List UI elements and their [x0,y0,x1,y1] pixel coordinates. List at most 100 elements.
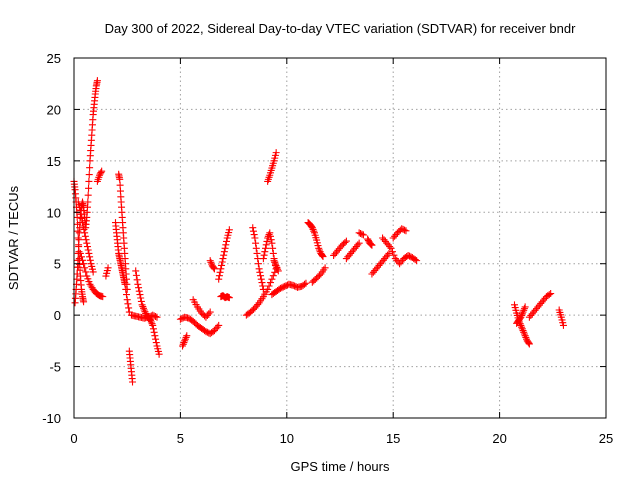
data-point [272,149,280,157]
grid-lines [74,58,606,418]
data-point-dense [367,240,375,248]
data-point [206,257,214,265]
data-point-dense [341,238,349,246]
data-point [257,275,265,283]
plot-frame [73,57,607,419]
data-point [129,378,137,386]
data-point-dense [124,300,132,308]
data-point [183,332,191,340]
data-point-dense [258,279,266,287]
data-point-dense [79,256,87,264]
data-point-dense [86,253,94,261]
data-point-dense [140,304,148,312]
data-point-dense [77,210,85,218]
x-tick-label: 0 [70,431,77,446]
data-point [151,332,159,340]
data-point [85,249,93,257]
data-point [83,239,91,247]
data-point [140,306,148,314]
y-tick-label: 15 [47,154,61,169]
data-point-dense [213,323,221,331]
data-point-dense [520,328,528,336]
data-point-dense [252,239,260,247]
data-point-dense [318,251,326,259]
data-point [521,303,529,311]
data-point-dense [386,243,394,251]
data-point-dense [181,335,189,343]
data-point-dense [218,258,226,266]
data-point-dense [84,191,92,199]
data-point [321,264,329,272]
data-point-dense [518,310,526,318]
data-point [272,262,280,270]
data-point-dense [86,256,94,264]
data-point-dense [520,305,528,313]
data-point-dense [82,268,90,276]
data-point-dense [259,282,267,290]
data-point-dense [82,236,90,244]
data-point-dense [132,271,140,279]
data-point-dense [266,232,274,240]
data-point [262,244,270,252]
data-point-dense [261,248,269,256]
data-point [308,224,316,232]
data-point-dense [83,243,91,251]
data-point [134,280,142,288]
data-point-dense [152,335,160,343]
data-point-dense [388,248,396,256]
data-point-dense [148,320,156,328]
data-point-dense [301,280,309,288]
data-point-dense [265,231,273,239]
data-point-dense [147,318,155,326]
data-point-dense [125,304,133,312]
data-point [268,275,276,283]
x-axis-label: GPS time / hours [291,459,390,474]
data-point-dense [74,263,82,271]
y-tick-label: 0 [54,308,61,323]
data-point [249,224,257,232]
data-point [84,198,92,206]
data-point [253,249,261,257]
data-point-dense [250,231,258,239]
data-point [547,290,555,298]
data-point-dense [97,169,105,177]
x-tick-label: 20 [492,431,506,446]
data-point [368,241,376,249]
data-point [315,244,323,252]
data-point-dense [205,310,213,318]
data-point-dense [411,256,419,264]
data-point [266,229,274,237]
data-point-dense [267,236,275,244]
data-point-dense [80,225,88,233]
data-point [99,293,107,301]
y-tick-label: 10 [47,205,61,220]
data-point [153,313,161,321]
data-point-dense [220,251,228,259]
y-tick-labels: -10 -5 0 5 10 15 20 25 [42,51,61,426]
data-point [274,267,282,275]
y-tick-label: 25 [47,51,61,66]
data-point [342,237,350,245]
data-point [206,308,214,316]
data-point [413,257,421,265]
data-point-dense [85,184,93,192]
data-point [74,234,82,242]
data-point [359,231,367,239]
data-point-dense [367,241,375,249]
data-point-dense [256,268,264,276]
data-point [517,321,525,329]
data-point-dense [273,263,281,271]
data-point-dense [141,308,149,316]
x-tick-label: 10 [280,431,294,446]
data-point-dense [518,323,526,331]
data-point-dense [390,251,398,259]
x-tick-label: 5 [177,431,184,446]
data-point-dense [263,237,271,245]
data-point-dense [271,258,279,266]
data-point-dense [522,333,530,341]
data-point-dense [269,272,277,280]
data-point-dense [262,241,270,249]
data-point-dense [85,171,93,179]
data-point [219,255,227,263]
x-tick-label: 15 [386,431,400,446]
